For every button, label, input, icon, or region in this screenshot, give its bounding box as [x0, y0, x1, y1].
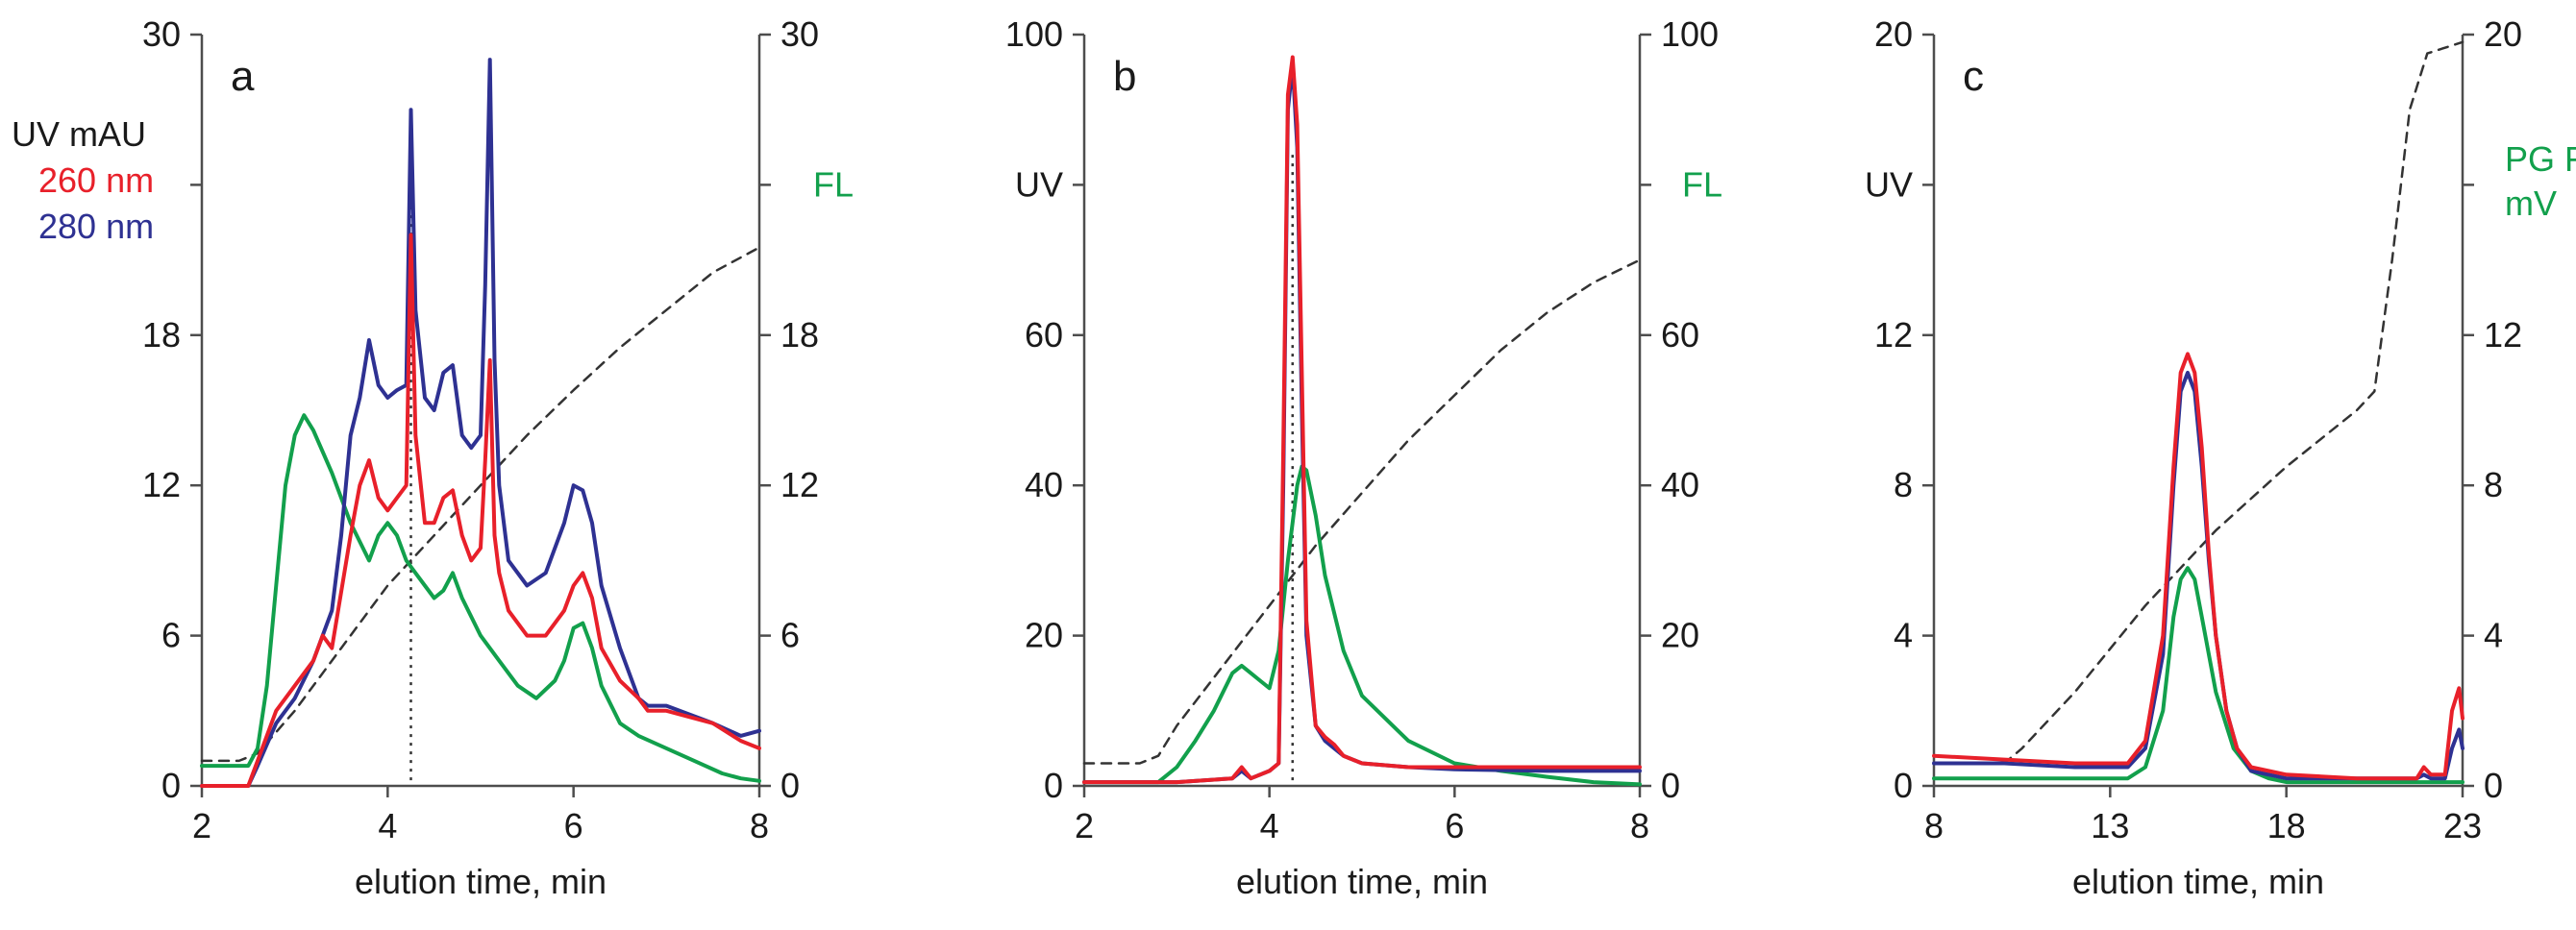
- y-tick-label-right: 40: [1661, 465, 1699, 504]
- y-tick-label-left: 12: [142, 465, 181, 504]
- y-tick-label-right: 30: [780, 14, 819, 54]
- y-tick-label-right: 12: [2484, 315, 2522, 355]
- y-tick-label-right: 0: [2484, 766, 2503, 805]
- left-axis-title: 260 nm: [38, 160, 154, 200]
- y-tick-label-left: 20: [1874, 14, 1913, 54]
- x-tick-label: 23: [2443, 806, 2482, 845]
- series-line-fl: [1082, 464, 1642, 787]
- series-line-uv-280-nm: [1932, 370, 2465, 781]
- y-tick-label-left: 18: [142, 315, 181, 355]
- y-tick-label-right: 4: [2484, 616, 2503, 655]
- y-tick-label-right: 60: [1661, 315, 1699, 355]
- y-tick-label-right: 0: [780, 766, 800, 805]
- x-tick-label: 18: [2267, 806, 2306, 845]
- y-tick-label-right: 20: [1661, 616, 1699, 655]
- left-axis-title: 280 nm: [38, 207, 154, 246]
- left-axis-title: UV: [1015, 164, 1063, 204]
- y-tick-label-left: 4: [1894, 616, 1913, 655]
- y-tick-label-left: 0: [161, 766, 181, 805]
- chart-panel-b: 0 20 40 60 100 0 20 40 60 100 2 4 6 8 elution time, mi…: [1005, 14, 1722, 901]
- series-line-uv-280-nm: [1082, 62, 1642, 785]
- panel-label: c: [1963, 53, 1984, 100]
- right-axis-title: FL: [1682, 164, 1722, 204]
- y-tick-label-left: 0: [1894, 766, 1913, 805]
- left-axis-title: UV: [1865, 164, 1913, 204]
- x-tick-label: 8: [750, 806, 769, 845]
- x-tick-label: 4: [1260, 806, 1279, 845]
- left-axis-title: UV mAU: [12, 114, 146, 154]
- x-tick-label: 8: [1630, 806, 1649, 845]
- x-tick-label: 2: [1075, 806, 1094, 845]
- y-tick-label-right: 8: [2484, 465, 2503, 504]
- x-axis-title: elution time, min: [2072, 862, 2324, 901]
- y-tick-label-right: 12: [780, 465, 819, 504]
- x-tick-label: 6: [564, 806, 583, 845]
- x-tick-label: 6: [1445, 806, 1464, 845]
- x-axis-title: elution time, min: [355, 862, 607, 901]
- series-line-uv-260-nm: [1082, 55, 1642, 785]
- y-tick-label-right: 100: [1661, 14, 1719, 54]
- y-tick-label-left: 100: [1005, 14, 1063, 54]
- y-tick-label-left: 60: [1025, 315, 1063, 355]
- chart-panel-a: 0 6 12 18 30 0 6 12 18 30 2 4 6 8 elution time, min a UV…: [12, 14, 854, 901]
- x-tick-label: 8: [1924, 806, 1944, 845]
- right-axis-title: FL: [813, 164, 854, 204]
- y-tick-label-left: 12: [1874, 315, 1913, 355]
- y-tick-label-left: 8: [1894, 465, 1913, 504]
- panel-label: a: [231, 53, 255, 100]
- series-line-gradient: [1932, 40, 2465, 765]
- panel-label: b: [1113, 53, 1136, 100]
- right-axis-title: mV: [2505, 184, 2557, 223]
- y-tick-label-right: 0: [1661, 766, 1680, 805]
- series-line-uv-260-nm: [200, 232, 761, 788]
- y-tick-label-right: 20: [2484, 14, 2522, 54]
- y-tick-label-left: 0: [1044, 766, 1063, 805]
- series-line-gradient: [1082, 258, 1642, 765]
- x-axis-title: elution time, min: [1236, 862, 1488, 901]
- y-tick-label-left: 20: [1025, 616, 1063, 655]
- x-tick-label: 4: [378, 806, 397, 845]
- series-line-uv-260-nm: [1932, 352, 2465, 781]
- y-tick-label-right: 18: [780, 315, 819, 355]
- y-tick-label-right: 6: [780, 616, 800, 655]
- right-axis-title: PG FL: [2505, 139, 2576, 179]
- x-tick-label: 2: [192, 806, 211, 845]
- series-line-fl: [200, 413, 761, 783]
- y-tick-label-left: 40: [1025, 465, 1063, 504]
- series-line-uv-280-nm: [200, 58, 761, 788]
- chart-panel-c: 0 4 8 12 20 0 4 8 12 20 8 13 18 23 elution time, min c U…: [1865, 14, 2576, 901]
- y-tick-label-left: 6: [161, 616, 181, 655]
- x-tick-label: 13: [2091, 806, 2129, 845]
- y-tick-label-left: 30: [142, 14, 181, 54]
- series-line-fl: [1932, 566, 2465, 785]
